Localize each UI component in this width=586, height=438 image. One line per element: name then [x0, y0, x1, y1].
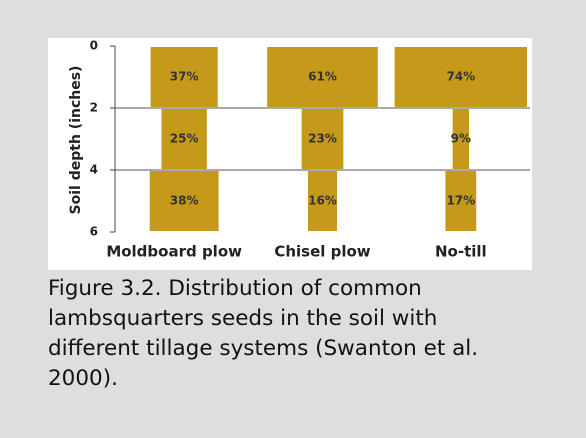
y-tick-label: 2	[90, 101, 98, 115]
bar	[149, 171, 219, 231]
x-tick-label: No-till	[435, 243, 487, 261]
x-tick-label: Moldboard plow	[106, 243, 242, 261]
value-label: 74%	[446, 70, 475, 84]
bar	[267, 47, 378, 107]
caption-line: Figure 3.2. Distribution of common	[48, 276, 422, 301]
y-tick-label: 0	[90, 39, 98, 53]
caption-line: different tillage systems (Swanton et al…	[48, 336, 478, 361]
value-label: 38%	[170, 194, 199, 208]
bar	[394, 47, 527, 107]
bar	[307, 171, 338, 231]
value-label: 23%	[308, 132, 337, 146]
y-tick-label: 6	[90, 225, 98, 239]
bar	[452, 109, 469, 169]
value-label: 37%	[170, 70, 199, 84]
value-label: 9%	[451, 132, 471, 146]
y-axis-label: Soil depth (inches)	[68, 66, 84, 215]
bar	[445, 171, 477, 231]
caption-line: lambsquarters seeds in the soil with	[48, 306, 437, 331]
y-tick-label: 4	[90, 163, 98, 177]
bar	[301, 109, 344, 169]
x-tick-label: Chisel plow	[274, 243, 370, 261]
value-label: 17%	[446, 194, 475, 208]
caption-line: 2000).	[48, 366, 118, 391]
value-label: 16%	[308, 194, 337, 208]
bar	[150, 47, 218, 107]
bar	[161, 109, 207, 169]
value-label: 25%	[170, 132, 199, 146]
value-label: 61%	[308, 70, 337, 84]
